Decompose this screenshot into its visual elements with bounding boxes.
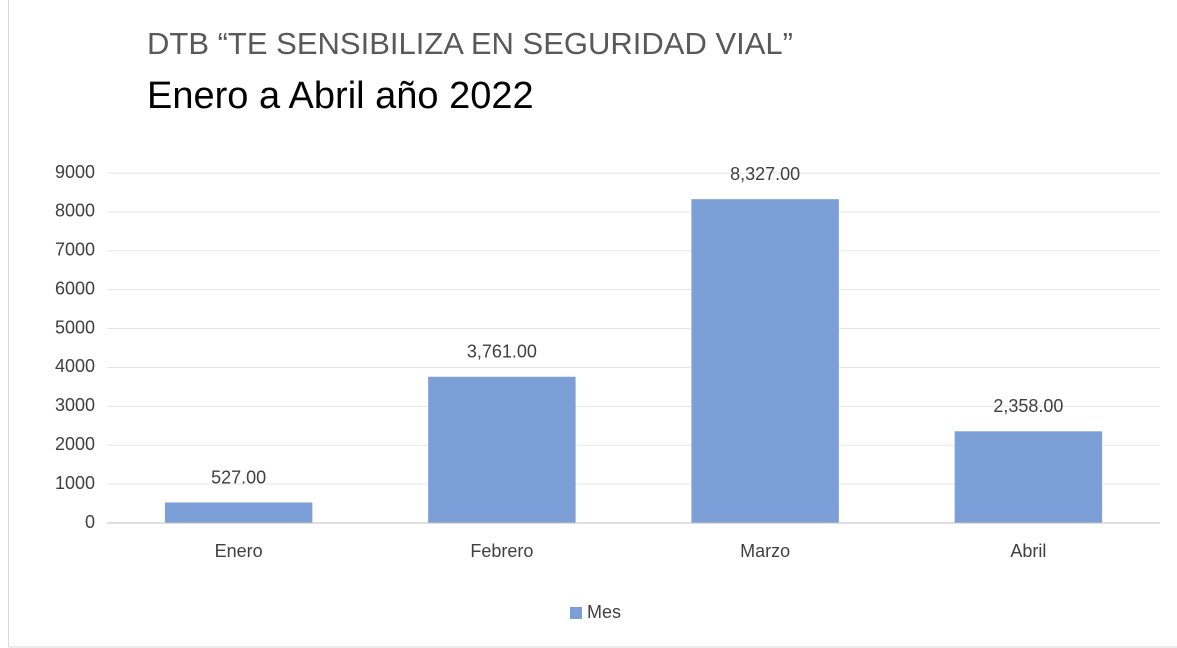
chart-title: DTB “TE SENSIBILIZA EN SEGURIDAD VIAL” bbox=[147, 26, 793, 61]
bar bbox=[164, 502, 313, 523]
x-tick-label: Marzo bbox=[740, 541, 790, 561]
bar bbox=[428, 376, 576, 523]
y-tick-label: 4000 bbox=[55, 356, 95, 376]
x-tick-label: Enero bbox=[215, 541, 263, 561]
y-tick-label: 3000 bbox=[55, 395, 95, 415]
legend-label: Mes bbox=[587, 602, 621, 622]
y-tick-label: 9000 bbox=[55, 162, 95, 182]
y-tick-label: 8000 bbox=[55, 201, 95, 221]
y-tick-label: 1000 bbox=[55, 473, 95, 493]
y-tick-label: 7000 bbox=[55, 240, 95, 260]
y-tick-label: 2000 bbox=[55, 434, 95, 454]
legend-swatch bbox=[570, 607, 582, 619]
bar bbox=[691, 199, 839, 523]
chart-subtitle: Enero a Abril año 2022 bbox=[147, 75, 534, 117]
y-tick-label: 6000 bbox=[55, 278, 95, 298]
x-tick-label: Febrero bbox=[470, 541, 533, 561]
chart-border bbox=[8, 0, 1177, 648]
data-label: 527.00 bbox=[211, 467, 266, 487]
y-tick-label: 0 bbox=[85, 512, 95, 532]
x-tick-label: Abril bbox=[1010, 541, 1046, 561]
y-tick-label: 5000 bbox=[55, 317, 95, 337]
data-label: 2,358.00 bbox=[993, 396, 1063, 416]
data-label: 3,761.00 bbox=[467, 341, 537, 361]
bar bbox=[954, 431, 1103, 523]
data-label: 8,327.00 bbox=[730, 164, 800, 184]
